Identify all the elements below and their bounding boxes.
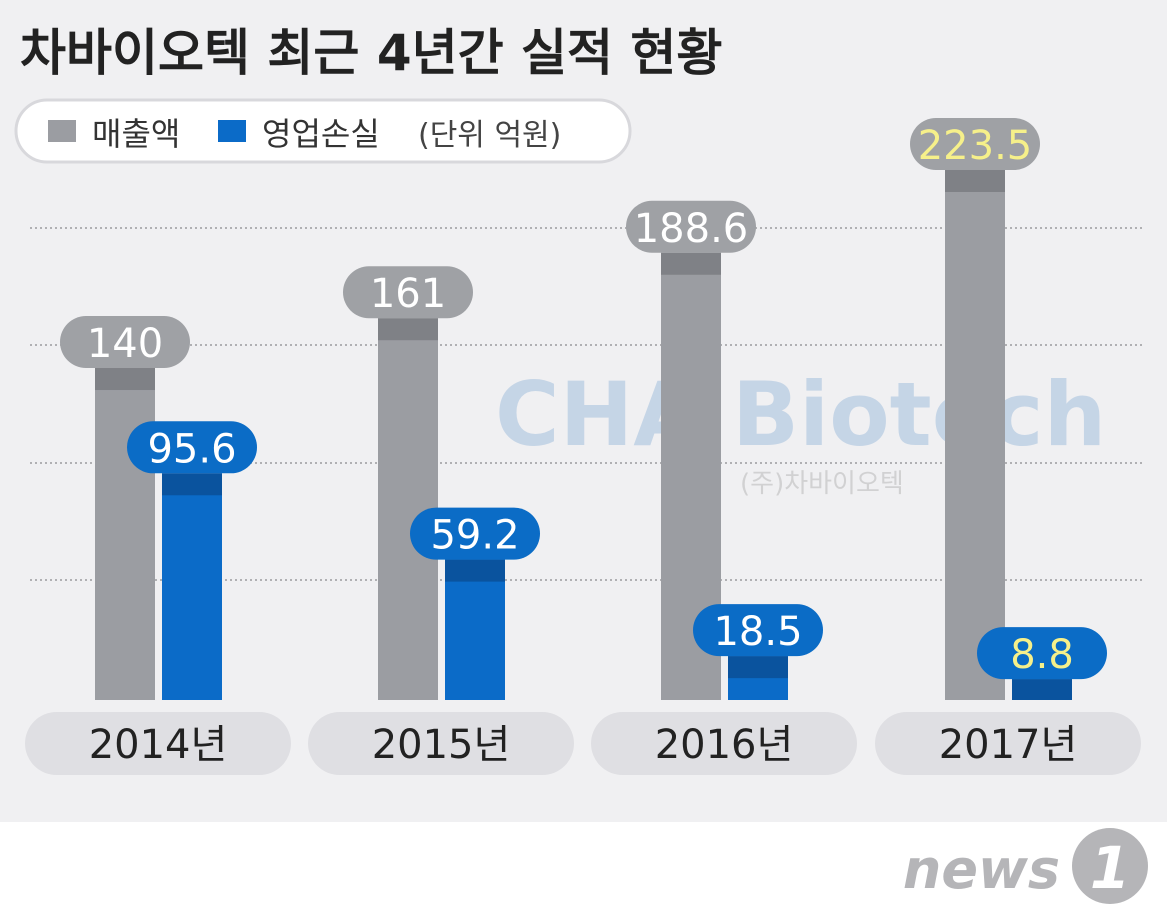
- watermark: CHA Biotech (주)차바이오텍: [495, 363, 1106, 499]
- data-label-pill: [60, 316, 190, 369]
- bar-loss: [162, 473, 222, 700]
- data-label: 95.6: [147, 426, 236, 472]
- watermark-sub: (주)차바이오텍: [740, 469, 904, 499]
- bar-cap: [945, 170, 1005, 192]
- data-label-pill: [910, 118, 1040, 170]
- data-label: 18.5: [713, 609, 802, 655]
- data-label-pill: [977, 627, 1107, 680]
- data-label-pill: [127, 421, 257, 474]
- data-label: 140: [87, 321, 163, 367]
- bar-cap: [1012, 679, 1072, 700]
- news1-logo-mark: 1: [1072, 828, 1148, 904]
- bar-loss: [445, 559, 505, 700]
- legend-swatch-loss: [218, 120, 246, 142]
- data-label: 188.6: [634, 206, 749, 252]
- bar-sales: [945, 170, 1005, 700]
- data-label-pill: [343, 266, 473, 319]
- data-label-pill: [410, 507, 540, 560]
- data-label: 223.5: [918, 123, 1033, 169]
- category-pill: [591, 712, 857, 775]
- legend-label-loss: 영업손실: [262, 115, 380, 153]
- category-label: 2015년: [372, 722, 511, 768]
- bar-cap: [95, 368, 155, 391]
- data-label: 59.2: [430, 513, 519, 559]
- data-label-pill: [693, 604, 823, 657]
- category-label: 2017년: [939, 722, 1078, 768]
- bar-cap: [445, 559, 505, 582]
- data-label-pill: [626, 200, 756, 253]
- bar-cap: [378, 318, 438, 341]
- category-pill: [25, 712, 291, 775]
- legend: 매출액 영업손실 (단위 억원): [14, 98, 632, 164]
- watermark-logo: CHA Biotech: [495, 363, 1106, 466]
- category-label: 2014년: [89, 722, 228, 768]
- data-label: 8.8: [1010, 632, 1074, 678]
- bar-cap: [728, 656, 788, 679]
- bar-cap: [661, 252, 721, 275]
- category-label: 2016년: [655, 722, 794, 768]
- svg-text:1: 1: [1090, 834, 1130, 902]
- bar-sales: [95, 368, 155, 700]
- unit-note: (단위 억원): [418, 118, 561, 153]
- bar-cap: [162, 473, 222, 496]
- category-pill: [308, 712, 574, 775]
- news1-logo: news: [903, 838, 1060, 901]
- data-label: 161: [370, 271, 446, 317]
- chart-title: 차바이오텍 최근 4년간 실적 현황: [20, 24, 722, 82]
- legend-label-sales: 매출액: [92, 115, 180, 153]
- legend-box: [14, 98, 632, 164]
- category-pill: [875, 712, 1141, 775]
- legend-swatch-sales: [48, 120, 76, 142]
